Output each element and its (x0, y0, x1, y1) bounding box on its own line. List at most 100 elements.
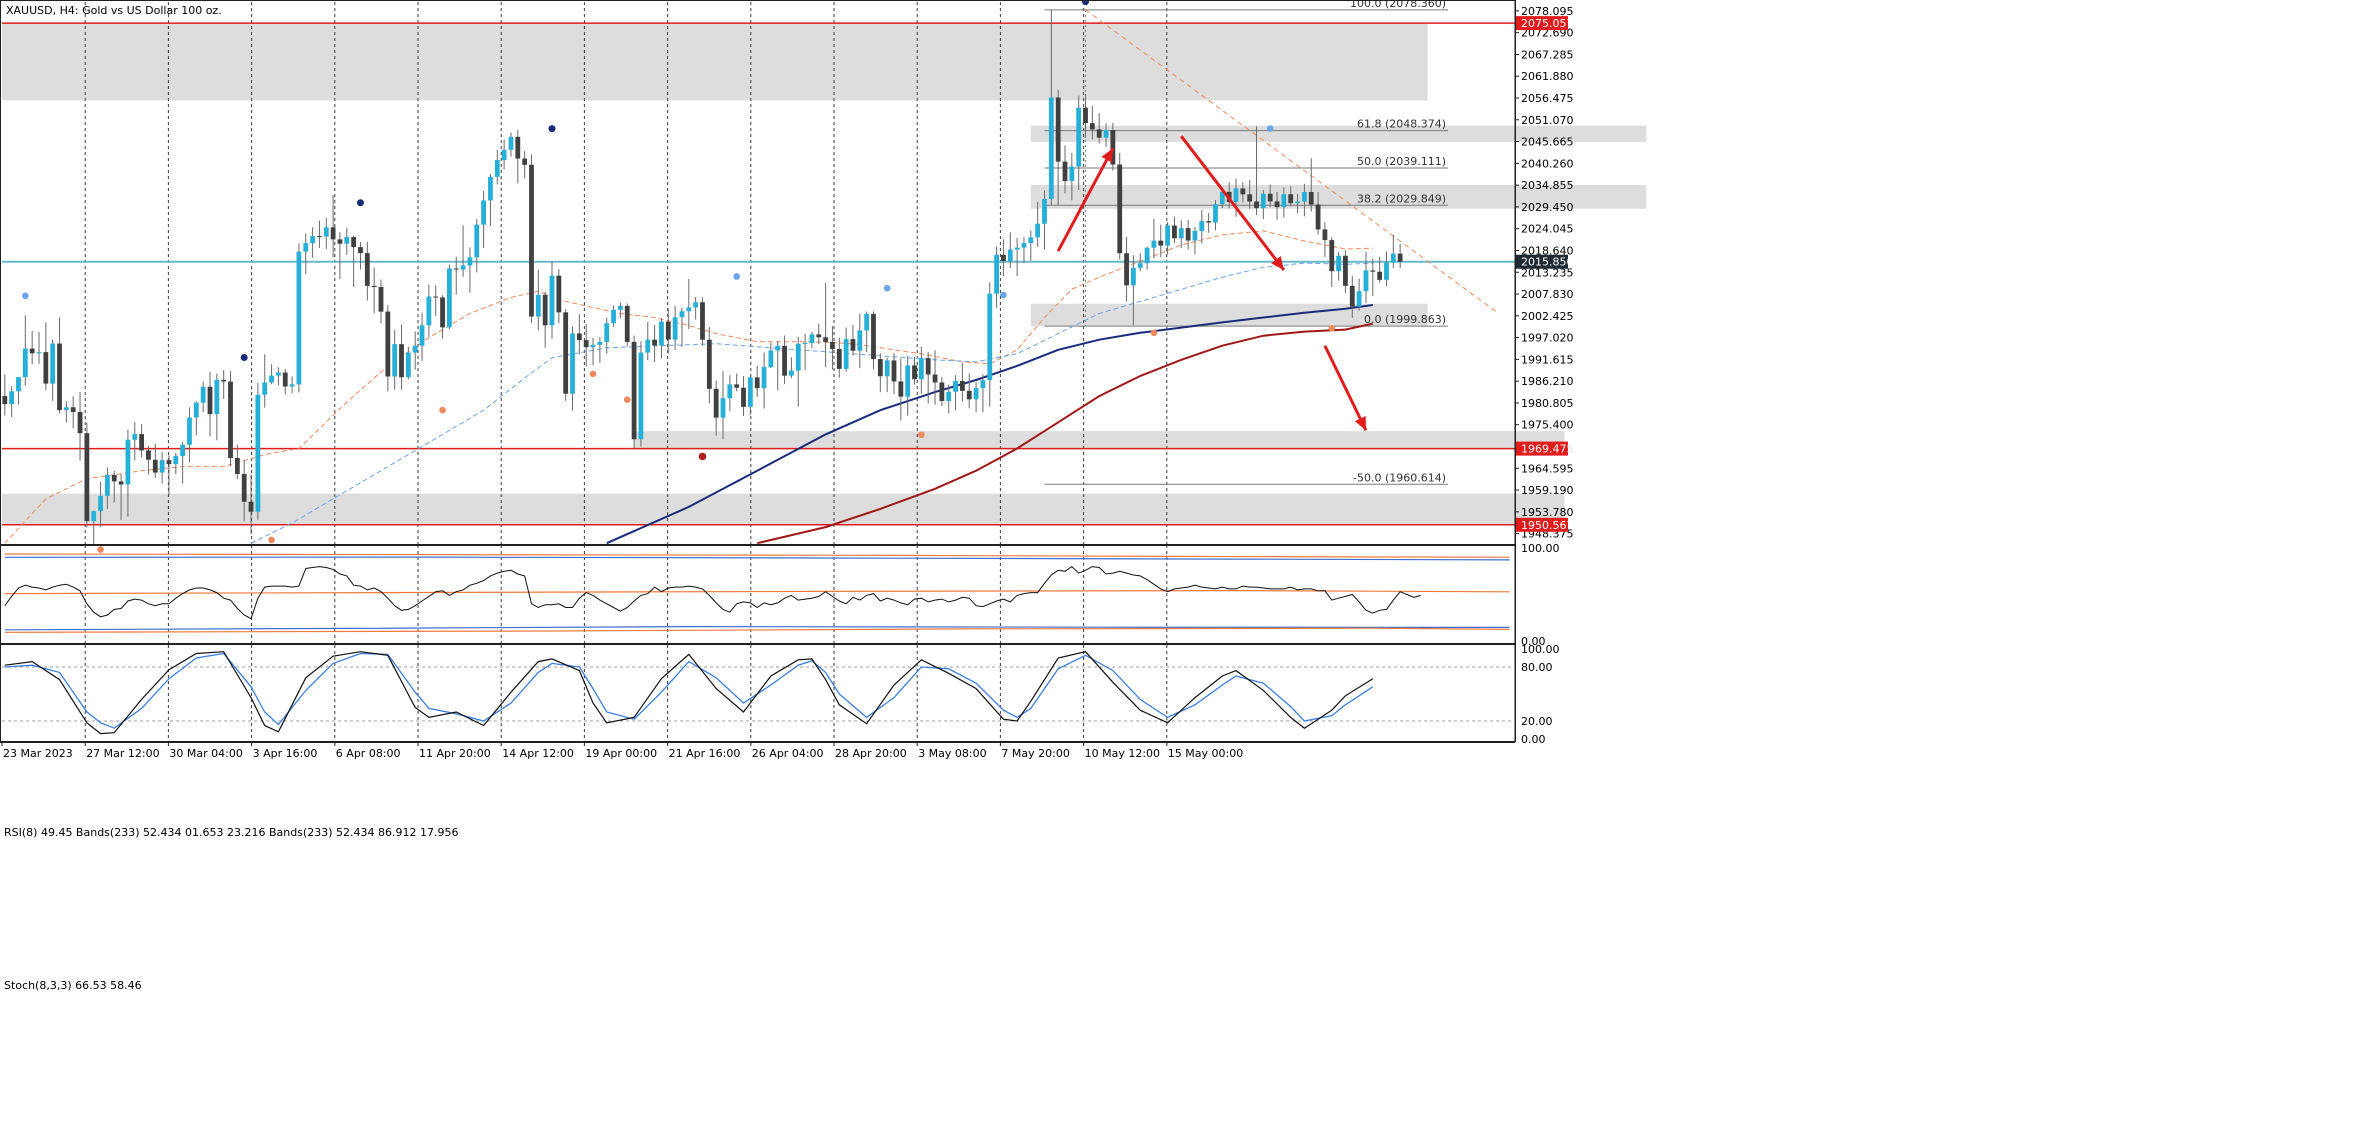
candle-body (1001, 254, 1006, 261)
candle-body (1233, 188, 1239, 202)
candle-body (440, 297, 445, 328)
price-tick-label: 1975.400 (1521, 419, 1574, 432)
candle-body (1267, 193, 1273, 202)
candle-body (118, 481, 124, 485)
price-tag-label: 1969.475 (1521, 443, 1574, 456)
candle-body (652, 339, 657, 346)
candle-body (645, 339, 651, 353)
candle-body (734, 384, 740, 388)
swing-high-marker (356, 198, 365, 207)
trend-arrows[interactable] (1056, 135, 1368, 432)
price-tick-label: 1991.615 (1521, 353, 1574, 366)
candle-body (1274, 201, 1280, 208)
candle-body (1151, 240, 1157, 248)
price-tick-label: 2056.475 (1521, 92, 1574, 105)
stoch-signal-line (4, 652, 1374, 729)
candle-body (850, 339, 856, 351)
candle-body (980, 380, 986, 388)
candle-body (358, 247, 363, 254)
fibo-level-label: 61.8 (2048.374) (1357, 118, 1446, 131)
candle-body (918, 358, 924, 380)
swing-high-marker (1081, 0, 1090, 6)
price-tag-3 (1516, 517, 1568, 532)
candle-body (693, 302, 699, 308)
price-tick-label: 1997.020 (1521, 332, 1574, 345)
candle-body (789, 370, 794, 376)
candle-body (836, 349, 842, 369)
candle-body (1308, 192, 1314, 205)
price-tag-label: 2075.057 (1521, 17, 1574, 30)
candle-body (282, 372, 288, 387)
candle-body (241, 473, 247, 502)
chart-title: XAUUSD, H4: Gold vs US Dollar 100 oz. (6, 4, 222, 17)
candle-body (768, 350, 774, 368)
time-tick-label: 23 Mar 2023 (3, 747, 73, 760)
candle-body (535, 294, 541, 317)
candle-body (1377, 271, 1383, 280)
time-tick-label: 19 Apr 00:00 (585, 747, 657, 760)
candle-body (549, 275, 555, 326)
candle-body (1042, 198, 1047, 224)
rsi-band-lower-orange (4, 627, 1510, 633)
candle-body (166, 460, 172, 465)
candle-body (2, 395, 8, 405)
candle-body (152, 459, 158, 473)
fractal-markers (22, 0, 1336, 553)
candle-body (98, 495, 103, 512)
time-tick-label: 30 Mar 04:00 (169, 747, 242, 760)
candle-body (1014, 247, 1020, 250)
candle-body (618, 305, 623, 310)
candle-body (1028, 237, 1034, 244)
candle-body (1390, 253, 1396, 263)
price-tick-label: 2078.095 (1521, 5, 1574, 18)
candle-body (501, 149, 507, 161)
candle-body (139, 434, 144, 451)
candle-body (932, 374, 938, 383)
price-tick-label: 2018.640 (1521, 244, 1574, 257)
candle-body (433, 296, 439, 298)
fractal-up-marker (1000, 291, 1007, 299)
candle-body (276, 372, 281, 376)
candle-body (29, 348, 35, 354)
swing-low-marker (698, 452, 707, 461)
candle-body (1302, 192, 1307, 202)
time-tick-label: 10 May 12:00 (1085, 747, 1160, 760)
fractal-up-marker (883, 284, 891, 292)
fractal-down-marker (918, 431, 925, 439)
candle-body (631, 341, 637, 440)
candle-body (597, 341, 603, 345)
candle-body (9, 391, 15, 405)
candle-body (1144, 247, 1150, 264)
candle-body (399, 344, 404, 378)
stoch-main-line (4, 651, 1374, 735)
candle-body (679, 311, 685, 318)
candle-body (1172, 225, 1177, 239)
candle-body (946, 391, 952, 402)
time-tick-label: 27 Mar 12:00 (86, 747, 159, 760)
candle-body (460, 265, 466, 270)
candle-body (522, 158, 528, 165)
price-tick-label: 2061.880 (1521, 70, 1574, 83)
candle-body (720, 398, 726, 418)
candle-body (77, 411, 83, 434)
candle-body (1110, 130, 1116, 165)
candle-body (1363, 270, 1369, 292)
price-tick-label: 2045.665 (1521, 136, 1574, 149)
candle-body (200, 386, 206, 403)
candle-body (1336, 255, 1341, 272)
fibo-level-label: 100.0 (2078.360) (1350, 0, 1446, 10)
fibo-level-label: 38.2 (2029.849) (1357, 192, 1446, 205)
candle-body (905, 365, 911, 397)
time-tick-label: 6 Apr 08:00 (336, 747, 401, 760)
time-tick-label: 26 Apr 04:00 (752, 747, 824, 760)
moving-average-slow (606, 304, 1373, 545)
candle-body (583, 340, 589, 348)
fibonacci-retracement[interactable]: 100.0 (2078.360) 61.8 (2048.374) 50.0 (203… (1044, 0, 1497, 485)
candle-body (1397, 253, 1403, 262)
candle-body (467, 257, 473, 266)
candle-body (1206, 221, 1212, 223)
candle-body (330, 227, 336, 240)
candle-body (624, 305, 630, 342)
price-axis: 2078.0952072.6902067.2852061.8802056.475… (1515, 5, 1574, 746)
